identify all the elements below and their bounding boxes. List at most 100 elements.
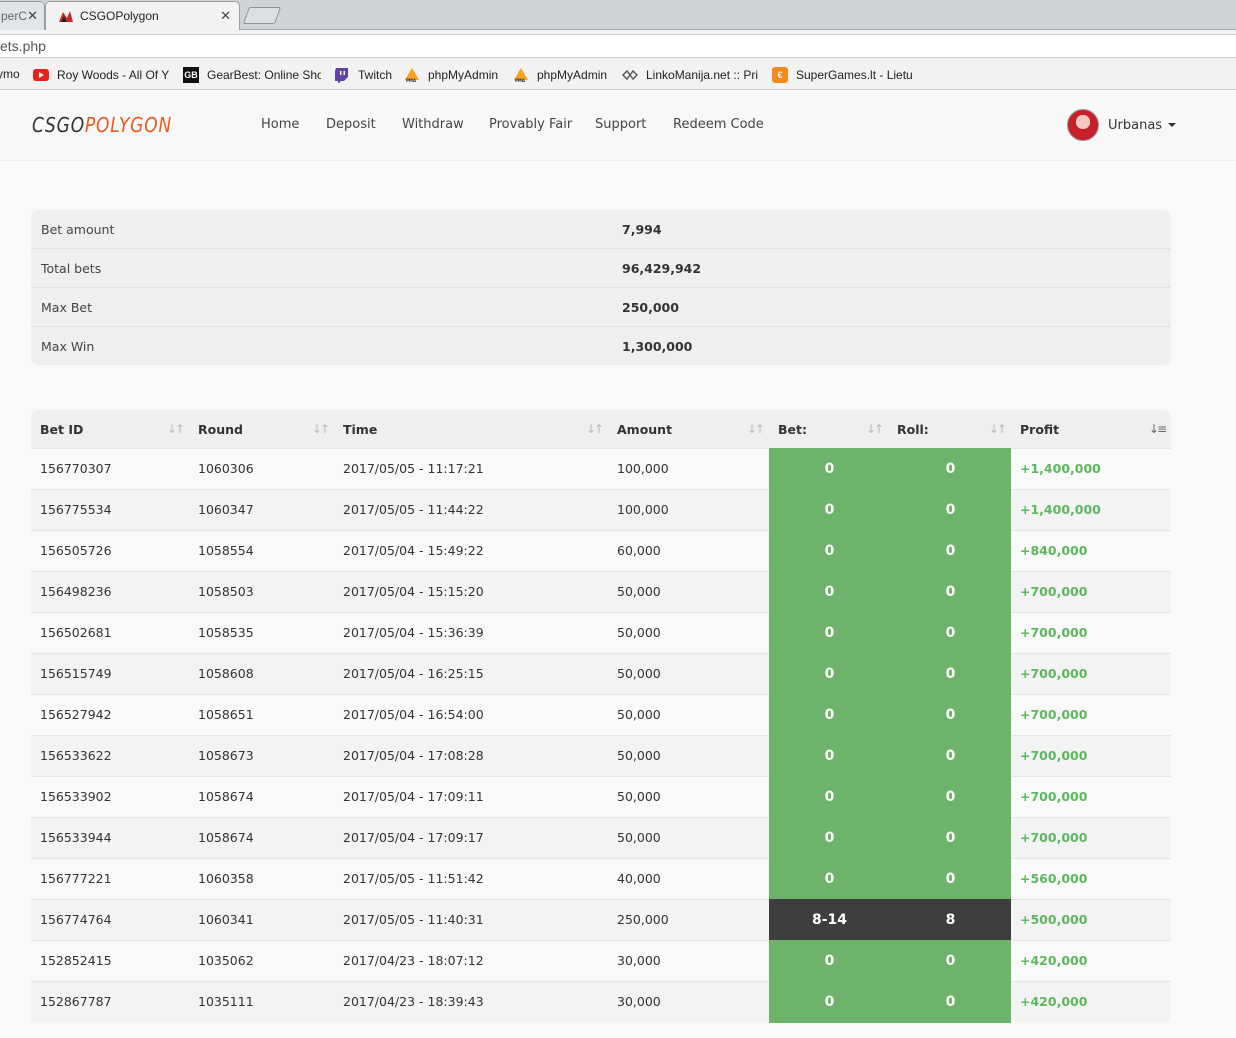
browser-tab-active[interactable]: CSGOPolygon ✕ xyxy=(45,1,240,30)
avatar xyxy=(1067,109,1099,141)
bet-id-cell: 156533622 xyxy=(40,748,112,763)
browser-tab-bar: perC ✕ CSGOPolygon ✕ xyxy=(0,0,1236,30)
profit-cell: +560,000 xyxy=(1020,871,1088,886)
bookmark-item[interactable]: GB GearBest: Online Sho xyxy=(183,67,321,83)
bookmark-item[interactable]: ymo xyxy=(0,67,23,81)
chevron-down-icon xyxy=(1168,123,1177,127)
amount-cell: 50,000 xyxy=(617,666,661,681)
column-header-bet-id[interactable]: Bet ID xyxy=(40,422,84,437)
logo-text-polygon: POLYGON xyxy=(84,113,173,137)
bookmark-item[interactable]: Roy Woods - All Of Y xyxy=(33,67,171,83)
supergames-icon: € xyxy=(772,67,788,83)
new-tab-button[interactable] xyxy=(242,7,282,24)
bet-value-cell: 0 xyxy=(769,776,890,818)
sort-icon[interactable]: ↓↑ xyxy=(747,422,765,436)
stats-table: Bet amount 7,994 Total bets 96,429,942 M… xyxy=(31,210,1171,365)
bookmark-item[interactable]: € SuperGames.lt - Lietu xyxy=(772,67,912,83)
sort-icon[interactable]: ↓↑ xyxy=(586,422,604,436)
bookmark-item[interactable]: Twitch xyxy=(334,67,396,83)
amount-cell: 50,000 xyxy=(617,748,661,763)
column-header-time[interactable]: Time xyxy=(343,422,378,437)
profit-cell: +700,000 xyxy=(1020,584,1088,599)
bookmark-item[interactable]: PMA phpMyAdmin xyxy=(513,67,613,83)
table-row: 156777221 1060358 2017/05/05 - 11:51:42 40,… xyxy=(31,858,1171,900)
round-cell: 1058674 xyxy=(198,789,254,804)
bet-id-cell: 156502681 xyxy=(40,625,112,640)
nav-provably-fair[interactable]: Provably Fair xyxy=(489,117,573,132)
svg-text:PMA: PMA xyxy=(515,78,526,82)
roll-value-cell: 0 xyxy=(890,981,1011,1023)
column-header-round[interactable]: Round xyxy=(198,422,243,437)
sort-desc-icon[interactable]: ↓≡ xyxy=(1149,422,1167,436)
roll-value-cell: 0 xyxy=(890,612,1011,654)
bet-id-cell: 152867787 xyxy=(40,994,112,1009)
bookmark-label: GearBest: Online Sho xyxy=(207,68,321,82)
amount-cell: 50,000 xyxy=(617,789,661,804)
gearbest-icon: GB xyxy=(183,67,199,83)
table-row: 156770307 1060306 2017/05/05 - 11:17:21 100… xyxy=(31,448,1171,490)
nav-redeem-code[interactable]: Redeem Code xyxy=(673,117,764,132)
site-logo[interactable]: CSGOPOLYGON xyxy=(32,113,172,137)
bet-value-cell: 8-14 xyxy=(769,899,890,941)
time-cell: 2017/05/04 - 15:36:39 xyxy=(343,625,484,640)
profit-cell: +500,000 xyxy=(1020,912,1088,927)
sort-icon[interactable]: ↓↑ xyxy=(866,422,884,436)
stat-label: Bet amount xyxy=(41,222,115,237)
bet-id-cell: 156533944 xyxy=(40,830,112,845)
address-bar-container: ets.php xyxy=(0,30,1236,60)
amount-cell: 40,000 xyxy=(617,871,661,886)
browser-tab[interactable]: perC ✕ xyxy=(0,1,45,30)
amount-cell: 30,000 xyxy=(617,953,661,968)
stat-label: Max Win xyxy=(41,339,95,354)
time-cell: 2017/05/05 - 11:40:31 xyxy=(343,912,484,927)
profit-cell: +700,000 xyxy=(1020,625,1088,640)
round-cell: 1058651 xyxy=(198,707,254,722)
time-cell: 2017/05/05 - 11:17:21 xyxy=(343,461,484,476)
nav-support[interactable]: Support xyxy=(595,117,647,132)
amount-cell: 30,000 xyxy=(617,994,661,1009)
bet-value-cell: 0 xyxy=(769,530,890,572)
user-menu[interactable]: Urbanas xyxy=(1067,109,1177,141)
bet-value-cell: 0 xyxy=(769,817,890,859)
column-header-profit[interactable]: Profit xyxy=(1020,422,1060,437)
amount-cell: 50,000 xyxy=(617,625,661,640)
round-cell: 1035111 xyxy=(198,994,254,1009)
time-cell: 2017/05/04 - 17:09:17 xyxy=(343,830,484,845)
svg-text:PMA: PMA xyxy=(406,78,417,82)
nav-deposit[interactable]: Deposit xyxy=(326,117,376,132)
time-cell: 2017/05/04 - 15:15:20 xyxy=(343,584,484,599)
bookmark-item[interactable]: LinkoManija.net :: Pri xyxy=(622,67,762,83)
table-row: 156527942 1058651 2017/05/04 - 16:54:00 50,… xyxy=(31,694,1171,736)
table-row: 156515749 1058608 2017/05/04 - 16:25:15 50,… xyxy=(31,653,1171,695)
stat-value: 7,994 xyxy=(622,222,662,237)
roll-value-cell: 0 xyxy=(890,448,1011,490)
stat-value: 96,429,942 xyxy=(622,261,702,276)
sort-icon[interactable]: ↓↑ xyxy=(312,422,330,436)
nav-home[interactable]: Home xyxy=(261,117,300,132)
stat-row: Max Win 1,300,000 xyxy=(31,327,1171,365)
bet-value-cell: 0 xyxy=(769,981,890,1023)
sort-icon[interactable]: ↓↑ xyxy=(989,422,1007,436)
column-header-bet[interactable]: Bet: xyxy=(778,422,807,437)
profit-cell: +840,000 xyxy=(1020,543,1088,558)
round-cell: 1058674 xyxy=(198,830,254,845)
address-bar[interactable]: ets.php xyxy=(0,34,1236,58)
nav-withdraw[interactable]: Withdraw xyxy=(402,117,464,132)
close-icon[interactable]: ✕ xyxy=(27,8,38,23)
roll-value-cell: 0 xyxy=(890,653,1011,695)
bookmark-item[interactable]: PMA phpMyAdmin xyxy=(404,67,504,83)
column-header-roll[interactable]: Roll: xyxy=(897,422,929,437)
phpmyadmin-icon: PMA xyxy=(513,67,529,83)
time-cell: 2017/05/04 - 16:25:15 xyxy=(343,666,484,681)
close-icon[interactable]: ✕ xyxy=(220,8,231,23)
time-cell: 2017/05/05 - 11:44:22 xyxy=(343,502,484,517)
user-name: Urbanas xyxy=(1108,117,1163,133)
bet-id-cell: 156533902 xyxy=(40,789,112,804)
bets-table: Bet ID ↓↑ Round ↓↑ Time ↓↑ Amount ↓↑ Bet… xyxy=(31,410,1171,1038)
sort-icon[interactable]: ↓↑ xyxy=(167,422,185,436)
table-row: 156775534 1060347 2017/05/05 - 11:44:22 100… xyxy=(31,489,1171,531)
round-cell: 1058608 xyxy=(198,666,254,681)
column-header-amount[interactable]: Amount xyxy=(617,422,673,437)
stat-value: 1,300,000 xyxy=(622,339,693,354)
bet-value-cell: 0 xyxy=(769,489,890,531)
